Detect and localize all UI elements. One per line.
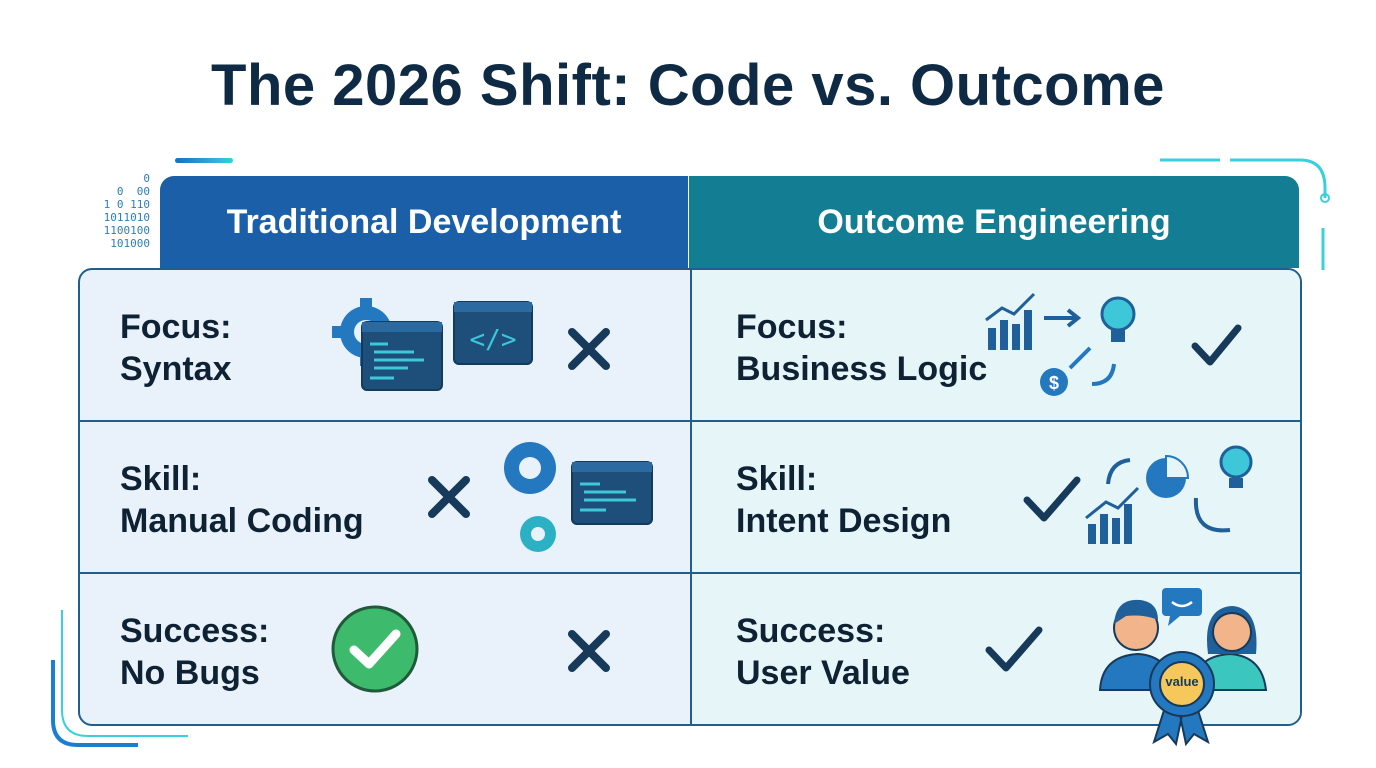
cell-success-user-value: Success: User Value — [736, 610, 910, 694]
cell-focus-business-logic: Focus: Business Logic — [736, 306, 987, 390]
cell-value: Business Logic — [736, 350, 988, 388]
cell-value: Syntax — [120, 350, 232, 388]
binary-line: 101000 — [110, 237, 150, 250]
cell-focus-syntax: Focus: Syntax — [120, 306, 232, 390]
page-title: The 2026 Shift: Code vs. Outcome — [211, 53, 1165, 118]
x-mark-icon — [568, 328, 610, 370]
column-header-traditional: Traditional Development — [160, 176, 688, 268]
cell-skill-intent-design: Skill: Intent Design — [736, 458, 951, 542]
cell-label: Skill: — [120, 460, 202, 498]
users-value-badge-icon: value — [1096, 584, 1270, 748]
cell-label: Focus: — [736, 308, 848, 346]
gears-code-window-icon — [504, 442, 653, 552]
binary-line: 0 — [143, 172, 150, 185]
svg-text:$: $ — [1049, 373, 1059, 393]
binary-line: 0 00 — [116, 185, 150, 198]
svg-text:</>: </> — [470, 325, 517, 355]
cell-value: Manual Coding — [120, 502, 364, 540]
circuit-line-left — [48, 600, 198, 750]
cell-label: Focus: — [120, 308, 232, 346]
chart-idea-icon — [1085, 445, 1253, 544]
cell-skill-manual-coding: Skill: Manual Coding — [120, 458, 364, 542]
comparison-table: Focus: Syntax </> Focus: Business Logic … — [78, 268, 1302, 726]
x-mark-icon — [428, 476, 470, 518]
check-mark-icon — [1023, 476, 1081, 522]
cell-value: User Value — [736, 654, 910, 692]
x-mark-icon — [568, 630, 610, 672]
growth-idea-icon: $ — [985, 292, 1136, 396]
row-divider — [80, 420, 1300, 422]
cell-value: Intent Design — [736, 502, 952, 540]
check-mark-icon — [985, 626, 1043, 672]
cell-label: Skill: — [736, 460, 818, 498]
column-header-outcome: Outcome Engineering — [689, 176, 1299, 268]
green-check-circle-icon — [331, 605, 419, 693]
accent-bar — [175, 158, 233, 163]
cell-success-no-bugs: Success: No Bugs — [120, 610, 269, 694]
binary-decoration: 0 0 00 1 0 110 1011010 1100100 101000 — [74, 172, 150, 250]
check-mark-icon — [1191, 324, 1242, 366]
binary-line: 1100100 — [103, 224, 150, 237]
circuit-line-right — [1160, 158, 1330, 273]
gear-code-window-icon: </> — [332, 298, 533, 391]
binary-line: 1 0 110 — [103, 198, 150, 211]
row-divider — [80, 572, 1300, 574]
cell-label: Success: — [120, 612, 270, 650]
cell-value: No Bugs — [120, 654, 260, 692]
cell-label: Success: — [736, 612, 886, 650]
badge-label: value — [1165, 674, 1199, 689]
binary-line: 1011010 — [103, 211, 150, 224]
